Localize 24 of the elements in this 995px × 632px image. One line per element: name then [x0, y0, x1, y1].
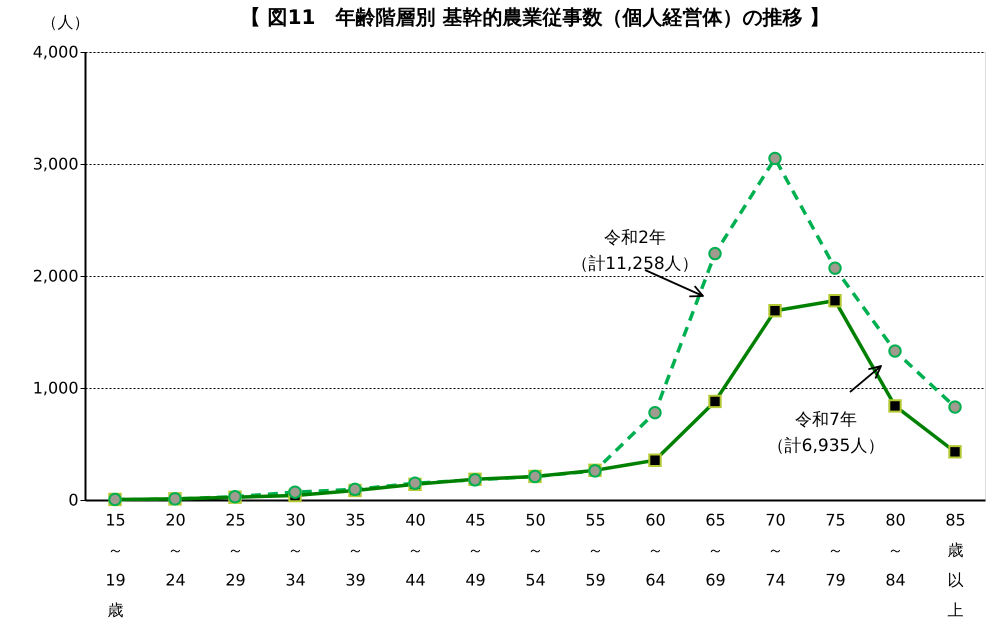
x-tick-label: 20～24 [165, 510, 186, 590]
x-tick-label: 50～54 [525, 510, 546, 590]
y-tick-label: 1,000 [32, 378, 78, 398]
x-tick-label: 65～69 [705, 510, 726, 590]
x-tick-label: 70～74 [765, 510, 786, 590]
x-tick-label: 75～79 [825, 510, 846, 590]
x-tick-label: 85歳以上 [945, 510, 966, 620]
x-tick-label: 55～59 [585, 510, 606, 590]
series-label: 令和2年（計11,258人） [571, 228, 699, 274]
legend-label: 令和7年（計6,935人） [768, 410, 884, 456]
x-tick-label: 60～64 [645, 510, 666, 590]
y-tick-label: 3,000 [32, 154, 78, 174]
y-tick-label: 0 [68, 490, 78, 510]
x-tick-label: 35～39 [345, 510, 366, 590]
y-tick-label: 4,000 [32, 42, 78, 62]
x-tick-label: 25～29 [225, 510, 246, 590]
x-tick-label: 40～44 [405, 510, 426, 590]
y-tick-label: 2,000 [32, 266, 78, 286]
x-tick-label: 45～49 [465, 510, 486, 590]
x-tick-label: 80～84 [885, 510, 906, 590]
x-tick-label: 15～19歳 [105, 510, 126, 620]
x-tick-label: 30～34 [285, 510, 306, 590]
chart-title: 【 図11 年齢階層別 基幹的農業従事数（個人経営体）の推移 】 [240, 5, 830, 29]
y-axis-title: （人） [42, 12, 90, 32]
